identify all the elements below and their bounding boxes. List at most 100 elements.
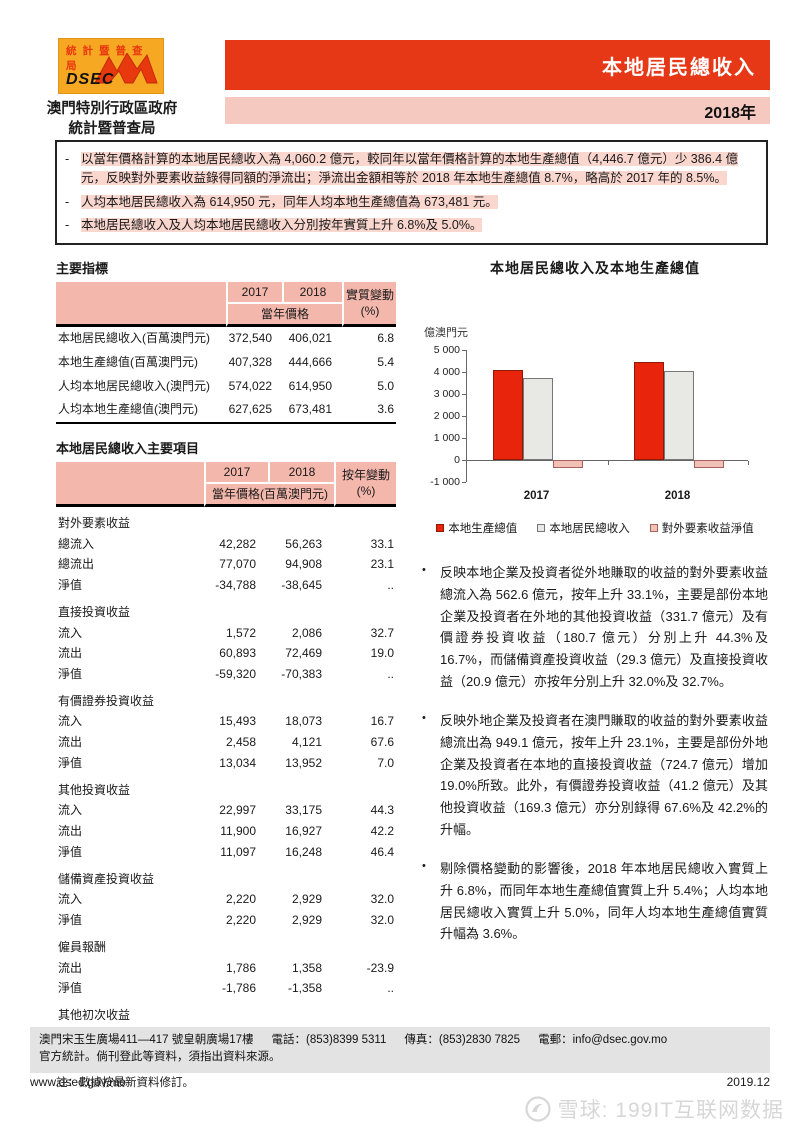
footer-fax: 傳真：(853)2830 7825: [404, 1034, 521, 1046]
cell-change: 5.0: [377, 378, 394, 393]
cell-label: 流入: [58, 625, 83, 640]
dash-marker: -: [65, 194, 70, 209]
cell-2017: 60,893: [219, 646, 256, 661]
key-indicators-table: 2017 2018 實質變動 (%) 當年價格 本地居民總收入(百萬澳門元) 37…: [56, 282, 396, 424]
section-row: 其他投資收益: [56, 774, 396, 801]
cell-2017: 2,220: [225, 892, 256, 907]
table-row: 本地生產總值(百萬澳門元) 407,328 444,666 5.4: [56, 351, 396, 375]
dsec-logo-chinese-text: 統計暨普查局: [66, 45, 149, 72]
section-row: 僱員報酬: [56, 931, 396, 958]
y-tick-mark: [462, 416, 466, 417]
section-name: 儲備資產投資收益: [58, 871, 155, 886]
cell-2018: 673,481: [282, 398, 342, 424]
cell-change: 67.6: [370, 735, 394, 750]
table-row: 流出 1,786 1,358 -23.9: [56, 958, 396, 979]
footer-email[interactable]: 電郵：info@dsec.gov.mo: [538, 1034, 668, 1046]
cell-label: 人均本地居民總收入(澳門元): [58, 378, 210, 393]
legend-swatch-icon: [537, 524, 546, 532]
summary-box: - 以當年價格計算的本地居民總收入為 4,060.2 億元，較同年以當年價格計算的…: [55, 140, 768, 245]
cell-2017: -59,320: [215, 666, 256, 681]
table-row: 淨值 -1,786 -1,358..: [56, 979, 396, 1000]
table-row: 流入 1,572 2,086 32.7: [56, 623, 396, 644]
cell-2018: 444,666: [288, 354, 332, 369]
cell-change: ..: [387, 666, 394, 681]
x-axis-line: [467, 460, 748, 461]
table-row: 人均本地生產總值(澳門元) 627,625 673,481 3.6: [56, 398, 396, 424]
table1-col-2018: 2018: [282, 282, 342, 305]
cell-2017: -34,788: [215, 577, 256, 592]
cell-change: 5.4: [377, 354, 394, 369]
table-row: 流入 2,220 2,929 32.0: [56, 890, 396, 911]
table-row: 人均本地居民總收入(澳門元) 574,022 614,950 5.0: [56, 375, 396, 399]
cell-label: 流入: [58, 892, 83, 907]
section-name: 有價證券投資收益: [58, 693, 155, 708]
cell-2018: 33,175: [285, 803, 322, 818]
dsec-logo: 統計暨普查局 DSEC: [58, 38, 164, 94]
footer-date: 2019.12: [726, 1075, 770, 1089]
table1-col-2017: 2017: [226, 282, 282, 305]
chart-title: 本地居民總收入及本地生產總值: [490, 260, 700, 276]
cell-change: -23.9: [366, 960, 394, 975]
table2-col-2017: 2017: [204, 461, 268, 484]
y-tick-label: 1 000: [433, 432, 460, 444]
section-name: 其他初次收益: [58, 1008, 131, 1023]
cell-2017: 627,625: [226, 398, 282, 424]
cell-2017: 11,900: [220, 823, 256, 838]
cell-2018: 13,952: [285, 755, 322, 770]
legend-swatch-icon: [649, 524, 658, 532]
cell-label: 淨值: [58, 912, 83, 927]
gni-gdp-bar-chart: 億澳門元 5 000 4 000 3 000 2 000 1 000 0 -1 000 201…: [422, 286, 768, 518]
report-title-banner: 本地居民總收入: [225, 40, 770, 90]
footer-phone: 電話：(853)8399 5311: [271, 1034, 387, 1046]
cell-2017: 11,097: [220, 844, 256, 859]
y-tick-mark: [462, 438, 466, 439]
cell-label: 淨值: [58, 666, 83, 681]
summary-bullet-text: 人均本地居民總收入為 614,950 元，同年人均本地生產總值為 673,481…: [81, 193, 498, 212]
cell-label: 流入: [58, 714, 83, 729]
table2-title: 本地居民總收入主要項目: [56, 440, 200, 456]
lightning-bolt-icon: [94, 53, 158, 84]
bar-2017-series3: [552, 460, 583, 468]
highlighted-text: 人均本地居民總收入為 614,950 元，同年人均本地生產總值為 673,481…: [81, 194, 498, 209]
table-row: 流出 60,893 72,469 19.0: [56, 644, 396, 665]
cell-2017: 15,493: [219, 714, 256, 729]
footer-website-link[interactable]: www.dsec.gov.mo: [30, 1075, 126, 1089]
y-tick-label: -1 000: [430, 476, 460, 488]
cell-label: 淨值: [58, 577, 83, 592]
cell-label: 淨值: [58, 755, 83, 770]
cell-label: 流入: [58, 803, 83, 818]
org-line2: 統計暨普查局: [68, 120, 156, 137]
cell-label: 淨值: [58, 981, 83, 996]
cell-2017: 1,572: [225, 625, 256, 640]
table2-change-unit: (%): [356, 483, 376, 498]
cell-2018: -1,358: [287, 981, 322, 996]
cell-2017: 372,540: [228, 331, 272, 346]
y-tick-mark: [462, 482, 466, 483]
table1-change-label: 實質變動: [346, 288, 395, 302]
legend-item-2: 本地居民總收入: [537, 520, 630, 536]
chart-legend: 本地生產總值 本地居民總收入 對外要素收益淨值: [422, 520, 768, 536]
cell-label: 本地生產總值(百萬澳門元): [58, 354, 198, 369]
cell-label: 總流入: [58, 536, 95, 551]
y-tick-label: 0: [454, 454, 460, 466]
cell-2018: 16,927: [285, 823, 322, 838]
section-row: 有價證券投資收益: [56, 685, 396, 712]
dsec-logo-chinese-name: 統計暨普查局: [59, 39, 163, 73]
cell-2017: 13,034: [219, 755, 256, 770]
legend-label: 本地居民總收入: [549, 523, 630, 535]
table2-corner-cell: [56, 461, 204, 508]
dash-marker: -: [65, 218, 70, 233]
table-row: 流入 15,493 18,073 16.7: [56, 712, 396, 733]
cell-label: 流出: [58, 735, 83, 750]
section-name: 對外要素收益: [58, 516, 131, 531]
cell-2018: 56,263: [285, 536, 322, 551]
x-axis-tick: [608, 461, 609, 465]
highlighted-text: 以當年價格計算的本地居民總收入為 4,060.2 億元，較同年以當年價格計算的本…: [81, 152, 739, 185]
bar-2018-series2: [663, 370, 694, 460]
cell-change: ..: [387, 981, 394, 996]
x-axis-tick: [748, 461, 749, 465]
cell-2017: 2,220: [225, 912, 256, 927]
y-tick-label: 3 000: [433, 388, 460, 400]
cell-change: 6.8: [377, 331, 394, 346]
footer-contact-bar: 澳門宋玉生廣場411—417 號皇朝廣場17樓 電話：(853)8399 5311…: [30, 1027, 770, 1073]
